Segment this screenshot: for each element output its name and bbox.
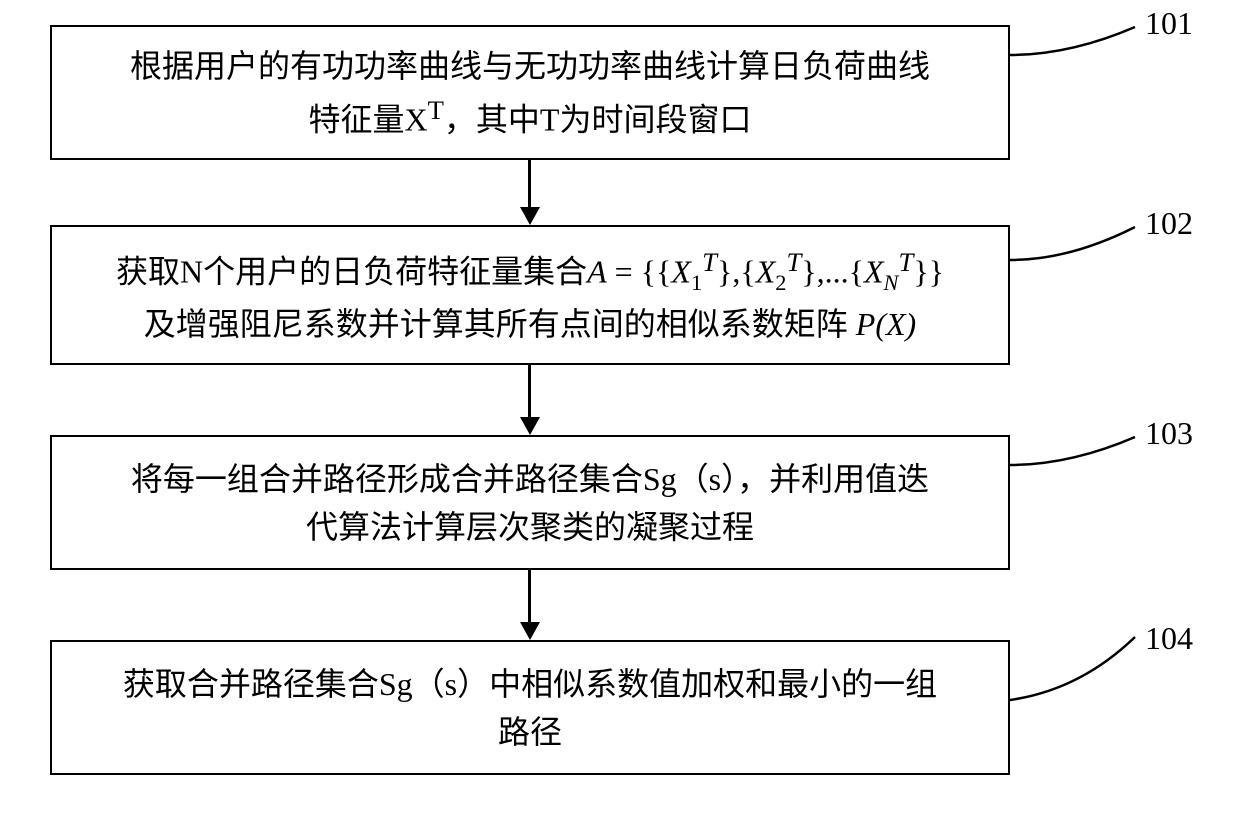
flowchart-container: 根据用户的有功功率曲线与无功功率曲线计算日负荷曲线 特征量XT，其中T为时间段窗… — [0, 0, 1240, 823]
step-102-t1: T — [702, 247, 717, 277]
step-102-line1-prefix: 获取N个用户的日负荷特征量集合 — [116, 254, 587, 290]
step-102-px: P(X) — [856, 306, 916, 342]
step-text-101: 根据用户的有功功率曲线与无功功率曲线计算日负荷曲线 特征量XT，其中T为时间段窗… — [130, 42, 930, 144]
step-text-104: 获取合并路径集合Sg（s）中相似系数值加权和最小的一组 路径 — [123, 660, 937, 756]
step-102-x1: X — [671, 254, 691, 290]
step-102-subn: N — [884, 270, 899, 295]
step-101-line1: 根据用户的有功功率曲线与无功功率曲线计算日负荷曲线 — [130, 48, 930, 84]
step-102-line2-prefix: 及增强阻尼系数并计算其所有点间的相似系数矩阵 — [144, 306, 856, 342]
step-102-tn: T — [898, 247, 913, 277]
step-box-101: 根据用户的有功功率曲线与无功功率曲线计算日负荷曲线 特征量XT，其中T为时间段窗… — [50, 25, 1010, 160]
arrow-head-3 — [520, 622, 540, 640]
connector-102 — [1010, 225, 1145, 280]
arrow-line-1 — [528, 160, 531, 208]
connector-103 — [1010, 435, 1145, 485]
arrow-head-1 — [520, 207, 540, 225]
step-104-line1: 获取合并路径集合Sg（s）中相似系数值加权和最小的一组 — [123, 666, 937, 702]
step-text-102: 获取N个用户的日负荷特征量集合A = {{X1T},{X2T},...{XNT}… — [116, 242, 944, 348]
connector-104 — [1010, 635, 1145, 715]
step-101-line2-suffix: ，其中T为时间段窗口 — [444, 101, 752, 137]
step-102-x2: X — [756, 254, 776, 290]
arrow-head-2 — [520, 417, 540, 435]
step-101-sup: T — [428, 95, 444, 125]
arrow-line-2 — [528, 365, 531, 418]
step-102-xn: X — [864, 254, 884, 290]
step-label-102: 102 — [1145, 205, 1193, 242]
step-103-line1: 将每一组合并路径形成合并路径集合Sg（s），并利用值迭 — [131, 461, 929, 497]
step-102-t2: T — [786, 247, 801, 277]
step-text-103: 将每一组合并路径形成合并路径集合Sg（s），并利用值迭 代算法计算层次聚类的凝聚… — [131, 455, 929, 551]
step-102-sub2: 2 — [775, 270, 786, 295]
arrow-line-3 — [528, 570, 531, 623]
step-label-104: 104 — [1145, 620, 1193, 657]
step-box-102: 获取N个用户的日负荷特征量集合A = {{X1T},{X2T},...{XNT}… — [50, 225, 1010, 365]
step-label-103: 103 — [1145, 415, 1193, 452]
connector-101 — [1010, 25, 1145, 75]
step-104-line2: 路径 — [498, 714, 562, 750]
step-101-line2-prefix: 特征量X — [309, 101, 428, 137]
step-103-line2: 代算法计算层次聚类的凝聚过程 — [306, 509, 754, 545]
step-102-formula-a: A — [587, 254, 607, 290]
step-label-101: 101 — [1145, 5, 1193, 42]
step-102-sub1: 1 — [691, 270, 702, 295]
step-box-104: 获取合并路径集合Sg（s）中相似系数值加权和最小的一组 路径 — [50, 640, 1010, 775]
step-box-103: 将每一组合并路径形成合并路径集合Sg（s），并利用值迭 代算法计算层次聚类的凝聚… — [50, 435, 1010, 570]
